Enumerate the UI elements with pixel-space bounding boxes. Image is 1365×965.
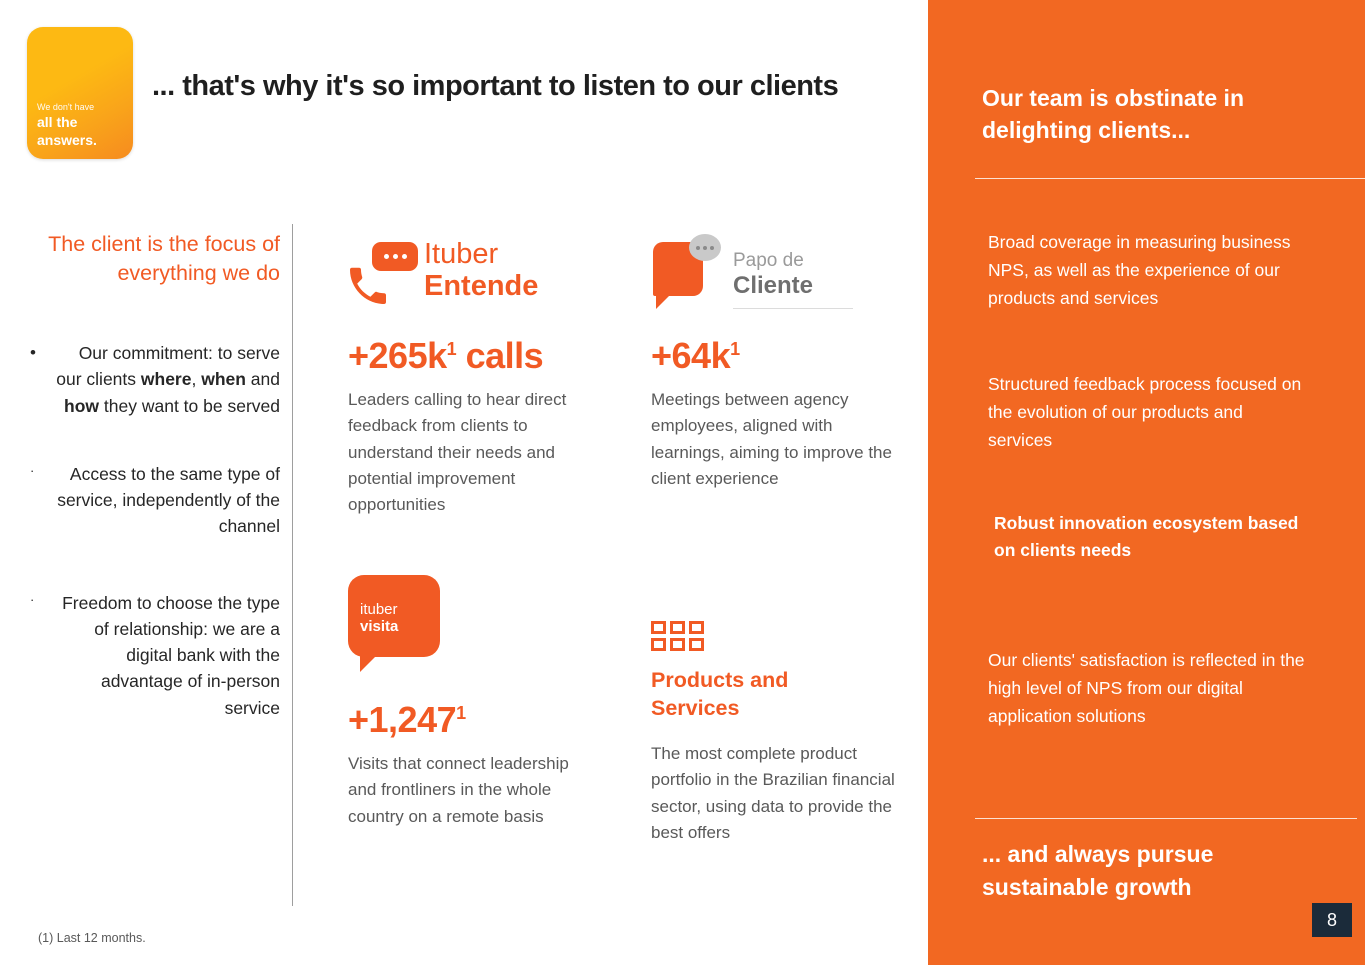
bubble-dot [710, 245, 714, 250]
grid-cell [689, 638, 704, 651]
stat-calls: +265k1 calls [348, 335, 544, 376]
brand-logo-line3: answers. [37, 131, 97, 148]
sidebar-divider-bottom [975, 818, 1357, 819]
card-description: Meetings between agency employees, align… [651, 390, 892, 489]
papo-logo-text-2: Cliente [733, 272, 814, 299]
brand-logo-line1: We don't have [37, 102, 95, 112]
grid-cell [651, 621, 666, 634]
papo-de-cliente-logo: Papo de Cliente [651, 234, 896, 329]
ituber-visita-logo: ituber visita [348, 575, 576, 693]
page-title: ... that's why it's so important to list… [152, 70, 839, 102]
stat-visits: +1,2471 [348, 699, 466, 740]
grid-cell [651, 638, 666, 651]
left-column: The client is the focus of everything we… [30, 230, 280, 721]
sidebar-item: Structured feedback process focused on t… [988, 374, 1302, 450]
chat-bubble-icon [372, 242, 418, 271]
right-sidebar: Our team is obstinate in delighting clie… [928, 0, 1365, 965]
bullet-item: · Access to the same type of service, in… [30, 461, 280, 540]
grid-cell [670, 621, 685, 634]
card-description: The most complete product portfolio in t… [651, 743, 895, 842]
brand-logo: We don't have all the answers. [27, 27, 133, 159]
bullet-text: Our commitment: to serve our clients whe… [56, 343, 280, 416]
speech-bubble-icon [653, 242, 703, 309]
bullet-item: · Freedom to choose the type of relation… [30, 590, 280, 721]
bullet-item: • Our commitment: to serve our clients w… [30, 340, 280, 419]
card-products-and-services: Products and Services The most complete … [651, 617, 896, 846]
visita-logo-text-2: visita [360, 618, 399, 635]
card-ituber-visita: ituber visita +1,2471 Visits that connec… [348, 575, 576, 830]
bubble-dot [383, 254, 389, 259]
card-description: Leaders calling to hear direct feedback … [348, 390, 567, 515]
sidebar-heading: Our team is obstinate in delighting clie… [982, 85, 1244, 144]
papo-de-cliente-logo-text: Papo de Cliente [733, 250, 853, 309]
small-chat-bubble-icon [689, 234, 721, 261]
bullet-text: Freedom to choose the type of relationsh… [62, 592, 280, 718]
bullet-text: Access to the same type of service, inde… [57, 463, 280, 537]
phone-icon [350, 267, 386, 304]
left-column-heading: The client is the focus of everything we… [48, 232, 280, 286]
ituber-entende-logo-text-2: Entende [424, 270, 539, 302]
card-ituber-entende: Ituber Entende +265k1 calls Leaders call… [348, 234, 576, 519]
grid-icon [651, 621, 896, 651]
bubble-dot [392, 254, 398, 259]
bubble-dot [401, 254, 407, 259]
speech-bubble-icon: ituber visita [348, 575, 440, 672]
sidebar-item: Robust innovation ecosystem based on cli… [994, 513, 1299, 561]
ituber-visita-logo-text: ituber visita [360, 601, 398, 635]
sidebar-footer-heading: ... and always pursue sustainable growth [982, 841, 1214, 901]
bullet-marker: · [30, 591, 35, 607]
footnote: (1) Last 12 months. [38, 931, 146, 945]
ituber-entende-logo-text-1: Ituber [424, 238, 499, 270]
products-services-heading: Products and Services [651, 668, 789, 720]
page-number: 8 [1312, 903, 1352, 937]
vertical-divider [292, 224, 293, 906]
visita-logo-text-1: ituber [360, 601, 398, 618]
bullet-marker: · [30, 462, 35, 478]
sidebar-item: Broad coverage in measuring business NPS… [988, 232, 1291, 308]
grid-cell [689, 621, 704, 634]
bullet-marker: • [30, 343, 36, 363]
stat-meetings: +64k1 [651, 335, 740, 376]
card-papo-de-cliente: Papo de Cliente +64k1 Meetings between a… [651, 234, 896, 492]
grid-cell [670, 638, 685, 651]
bubble-dot [696, 245, 700, 250]
sidebar-item: Our clients' satisfaction is reflected i… [988, 650, 1305, 726]
papo-logo-text-1: Papo de [733, 250, 804, 271]
bubble-dot [703, 245, 707, 250]
card-description: Visits that connect leadership and front… [348, 754, 569, 826]
ituber-entende-logo: Ituber Entende [348, 234, 576, 329]
brand-logo-line2: all the [37, 114, 78, 130]
sidebar-divider-top [975, 178, 1365, 179]
